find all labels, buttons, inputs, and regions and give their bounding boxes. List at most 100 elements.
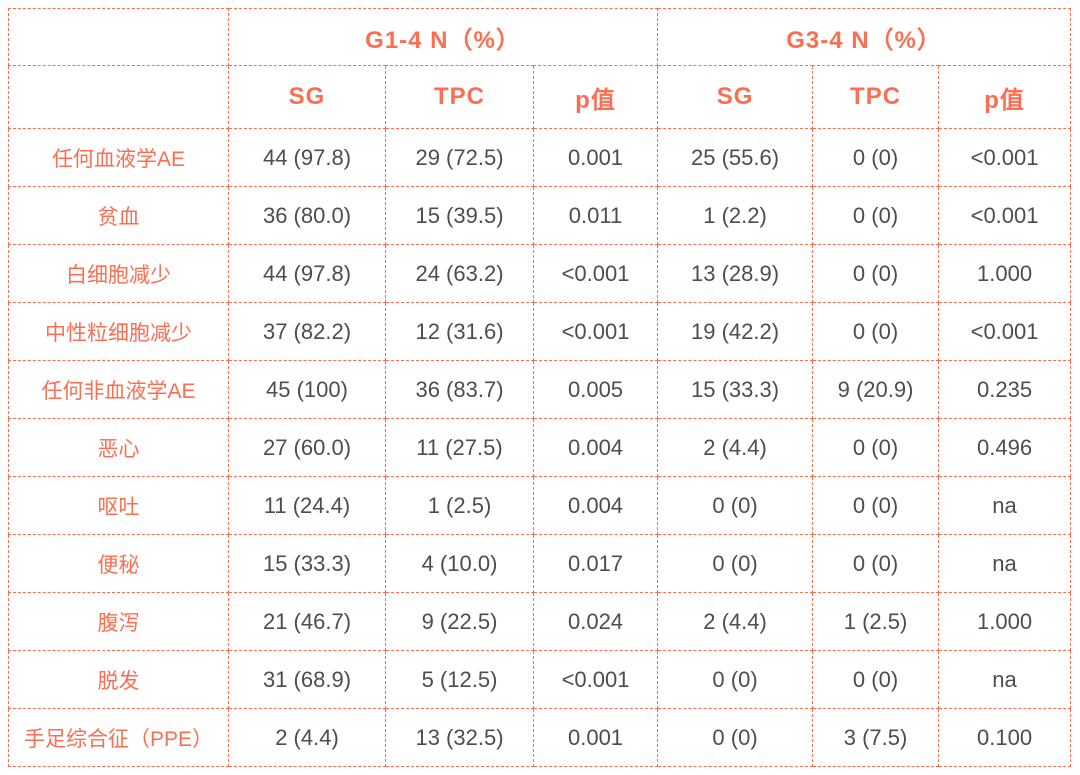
data-cell: 0 (0) bbox=[812, 650, 940, 709]
data-cell: 36 (83.7) bbox=[385, 360, 534, 419]
data-cell: <0.001 bbox=[532, 650, 659, 709]
col-header-p-g3-4: p值 bbox=[938, 65, 1072, 129]
data-cell: 2 (4.4) bbox=[657, 418, 814, 477]
row-label: 脱发 bbox=[8, 650, 229, 709]
data-cell: <0.001 bbox=[532, 302, 659, 361]
table-row: 呕吐 11 (24.4) 1 (2.5) 0.004 0 (0) 0 (0) na bbox=[8, 476, 1072, 535]
table-row: 任何血液学AE 44 (97.8) 29 (72.5) 0.001 25 (55.6) 0… bbox=[8, 128, 1072, 187]
data-cell: 4 (10.0) bbox=[385, 534, 534, 593]
data-cell: 15 (33.3) bbox=[657, 360, 814, 419]
col-header-p-g1-4: p值 bbox=[532, 65, 659, 129]
group-header-g3-4: G3-4 N（%） bbox=[657, 8, 1072, 66]
data-cell: 29 (72.5) bbox=[385, 128, 534, 187]
data-cell: 0 (0) bbox=[812, 476, 940, 535]
col-header-sg-g1-4: SG bbox=[228, 65, 386, 129]
data-cell: 0.001 bbox=[532, 708, 659, 767]
data-cell: 37 (82.2) bbox=[228, 302, 386, 361]
adverse-events-table: G1-4 N（%） G3-4 N（%） SG TPC p值 SG TPC p值 … bbox=[8, 8, 1072, 767]
data-cell: 11 (27.5) bbox=[385, 418, 534, 477]
row-label: 中性粒细胞减少 bbox=[8, 302, 229, 361]
table-row: 便秘 15 (33.3) 4 (10.0) 0.017 0 (0) 0 (0) na bbox=[8, 534, 1072, 593]
data-cell: 5 (12.5) bbox=[385, 650, 534, 709]
data-cell: 9 (20.9) bbox=[812, 360, 940, 419]
table-body: 任何血液学AE 44 (97.8) 29 (72.5) 0.001 25 (55.6) 0… bbox=[8, 128, 1072, 767]
data-cell: 15 (39.5) bbox=[385, 186, 534, 245]
data-cell: 3 (7.5) bbox=[812, 708, 940, 767]
row-label: 白细胞减少 bbox=[8, 244, 229, 303]
data-cell: 0.004 bbox=[532, 418, 659, 477]
table-row: 腹泻 21 (46.7) 9 (22.5) 0.024 2 (4.4) 1 (2.5) 1.… bbox=[8, 592, 1072, 651]
row-label: 贫血 bbox=[8, 186, 229, 245]
data-cell: 44 (97.8) bbox=[228, 244, 386, 303]
data-cell: 44 (97.8) bbox=[228, 128, 386, 187]
data-cell: <0.001 bbox=[938, 186, 1072, 245]
data-cell: 11 (24.4) bbox=[228, 476, 386, 535]
data-cell: 13 (28.9) bbox=[657, 244, 814, 303]
data-cell: 0.001 bbox=[532, 128, 659, 187]
data-cell: 0 (0) bbox=[812, 418, 940, 477]
data-cell: 27 (60.0) bbox=[228, 418, 386, 477]
data-cell: na bbox=[938, 476, 1072, 535]
data-cell: 36 (80.0) bbox=[228, 186, 386, 245]
data-cell: 0.496 bbox=[938, 418, 1072, 477]
data-cell: na bbox=[938, 650, 1072, 709]
data-cell: 0.011 bbox=[532, 186, 659, 245]
table-row: 白细胞减少 44 (97.8) 24 (63.2) <0.001 13 (28.9) 0 … bbox=[8, 244, 1072, 303]
data-cell: 0 (0) bbox=[657, 650, 814, 709]
data-cell: 0.024 bbox=[532, 592, 659, 651]
data-cell: 0.235 bbox=[938, 360, 1072, 419]
data-cell: 0 (0) bbox=[812, 186, 940, 245]
data-cell: 0 (0) bbox=[812, 244, 940, 303]
data-cell: 0.004 bbox=[532, 476, 659, 535]
row-label: 恶心 bbox=[8, 418, 229, 477]
table-row: 任何非血液学AE 45 (100) 36 (83.7) 0.005 15 (33.3) 9… bbox=[8, 360, 1072, 419]
data-cell: 12 (31.6) bbox=[385, 302, 534, 361]
sub-header-row: SG TPC p值 SG TPC p值 bbox=[8, 65, 1072, 129]
data-cell: 0.100 bbox=[938, 708, 1072, 767]
data-cell: na bbox=[938, 534, 1072, 593]
data-cell: 1 (2.5) bbox=[385, 476, 534, 535]
data-cell: <0.001 bbox=[532, 244, 659, 303]
corner-cell bbox=[8, 8, 229, 66]
data-cell: 0 (0) bbox=[657, 476, 814, 535]
table-row: 贫血 36 (80.0) 15 (39.5) 0.011 1 (2.2) 0 (0) <0.… bbox=[8, 186, 1072, 245]
col-header-tpc-g1-4: TPC bbox=[385, 65, 534, 129]
data-cell: 15 (33.3) bbox=[228, 534, 386, 593]
data-cell: 1 (2.5) bbox=[812, 592, 940, 651]
data-cell: 2 (4.4) bbox=[657, 592, 814, 651]
data-cell: 25 (55.6) bbox=[657, 128, 814, 187]
data-cell: 1.000 bbox=[938, 592, 1072, 651]
data-cell: 0 (0) bbox=[657, 534, 814, 593]
corner-cell bbox=[8, 65, 229, 129]
group-header-g1-4: G1-4 N（%） bbox=[227, 8, 659, 66]
row-label: 便秘 bbox=[8, 534, 229, 593]
col-header-tpc-g3-4: TPC bbox=[812, 65, 940, 129]
data-cell: 0.017 bbox=[532, 534, 659, 593]
table-row: 脱发 31 (68.9) 5 (12.5) <0.001 0 (0) 0 (0) na bbox=[8, 650, 1072, 709]
data-cell: <0.001 bbox=[938, 302, 1072, 361]
table-row: 中性粒细胞减少 37 (82.2) 12 (31.6) <0.001 19 (42.2)… bbox=[8, 302, 1072, 361]
data-cell: 13 (32.5) bbox=[385, 708, 534, 767]
data-cell: 2 (4.4) bbox=[228, 708, 386, 767]
row-label: 任何非血液学AE bbox=[8, 360, 229, 419]
row-label: 腹泻 bbox=[8, 592, 229, 651]
data-cell: 0 (0) bbox=[657, 708, 814, 767]
col-header-sg-g3-4: SG bbox=[657, 65, 814, 129]
data-cell: <0.001 bbox=[938, 128, 1072, 187]
group-header-row: G1-4 N（%） G3-4 N（%） bbox=[8, 8, 1072, 66]
data-cell: 1.000 bbox=[938, 244, 1072, 303]
data-cell: 9 (22.5) bbox=[385, 592, 534, 651]
table-row: 手足综合征（PPE） 2 (4.4) 13 (32.5) 0.001 0 (0) 3 (7… bbox=[8, 708, 1072, 767]
data-cell: 24 (63.2) bbox=[385, 244, 534, 303]
data-cell: 45 (100) bbox=[228, 360, 386, 419]
data-cell: 19 (42.2) bbox=[657, 302, 814, 361]
row-label: 任何血液学AE bbox=[8, 128, 229, 187]
data-cell: 1 (2.2) bbox=[657, 186, 814, 245]
row-label: 呕吐 bbox=[8, 476, 229, 535]
data-cell: 0.005 bbox=[532, 360, 659, 419]
data-cell: 0 (0) bbox=[812, 302, 940, 361]
row-label: 手足综合征（PPE） bbox=[8, 708, 229, 767]
data-cell: 21 (46.7) bbox=[228, 592, 386, 651]
table-row: 恶心 27 (60.0) 11 (27.5) 0.004 2 (4.4) 0 (0) 0.4… bbox=[8, 418, 1072, 477]
